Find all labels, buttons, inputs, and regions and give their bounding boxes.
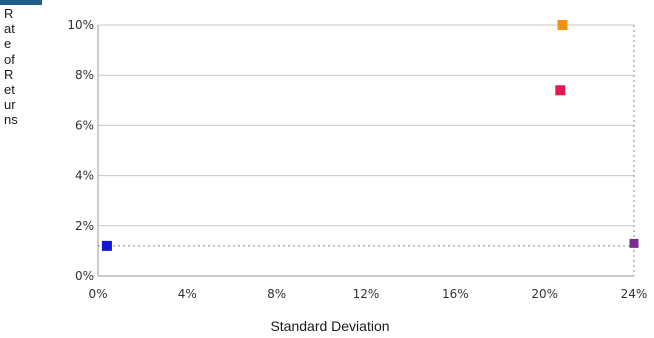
x-tick-label: 0% xyxy=(88,287,107,301)
x-tick-label: 4% xyxy=(178,287,197,301)
y-tick-label: 4% xyxy=(75,169,94,183)
data-point xyxy=(555,85,566,96)
y-tick-label: 2% xyxy=(75,219,94,233)
x-tick-label: 24% xyxy=(621,287,648,301)
x-axis-label: Standard Deviation xyxy=(270,318,390,334)
x-tick-label: 12% xyxy=(353,287,380,301)
y-tick-label: 8% xyxy=(75,68,94,82)
x-tick-label: 8% xyxy=(267,287,286,301)
data-point xyxy=(101,240,112,251)
y-axis-label: Rate of Returns xyxy=(4,6,19,128)
x-tick-label: 20% xyxy=(531,287,558,301)
y-tick-label: 0% xyxy=(75,269,94,283)
corner-accent-tab xyxy=(0,0,42,5)
data-point xyxy=(629,238,639,248)
y-tick-label: 6% xyxy=(75,118,94,132)
y-tick-label: 10% xyxy=(67,18,94,32)
x-tick-label: 16% xyxy=(442,287,469,301)
data-point xyxy=(557,20,568,30)
